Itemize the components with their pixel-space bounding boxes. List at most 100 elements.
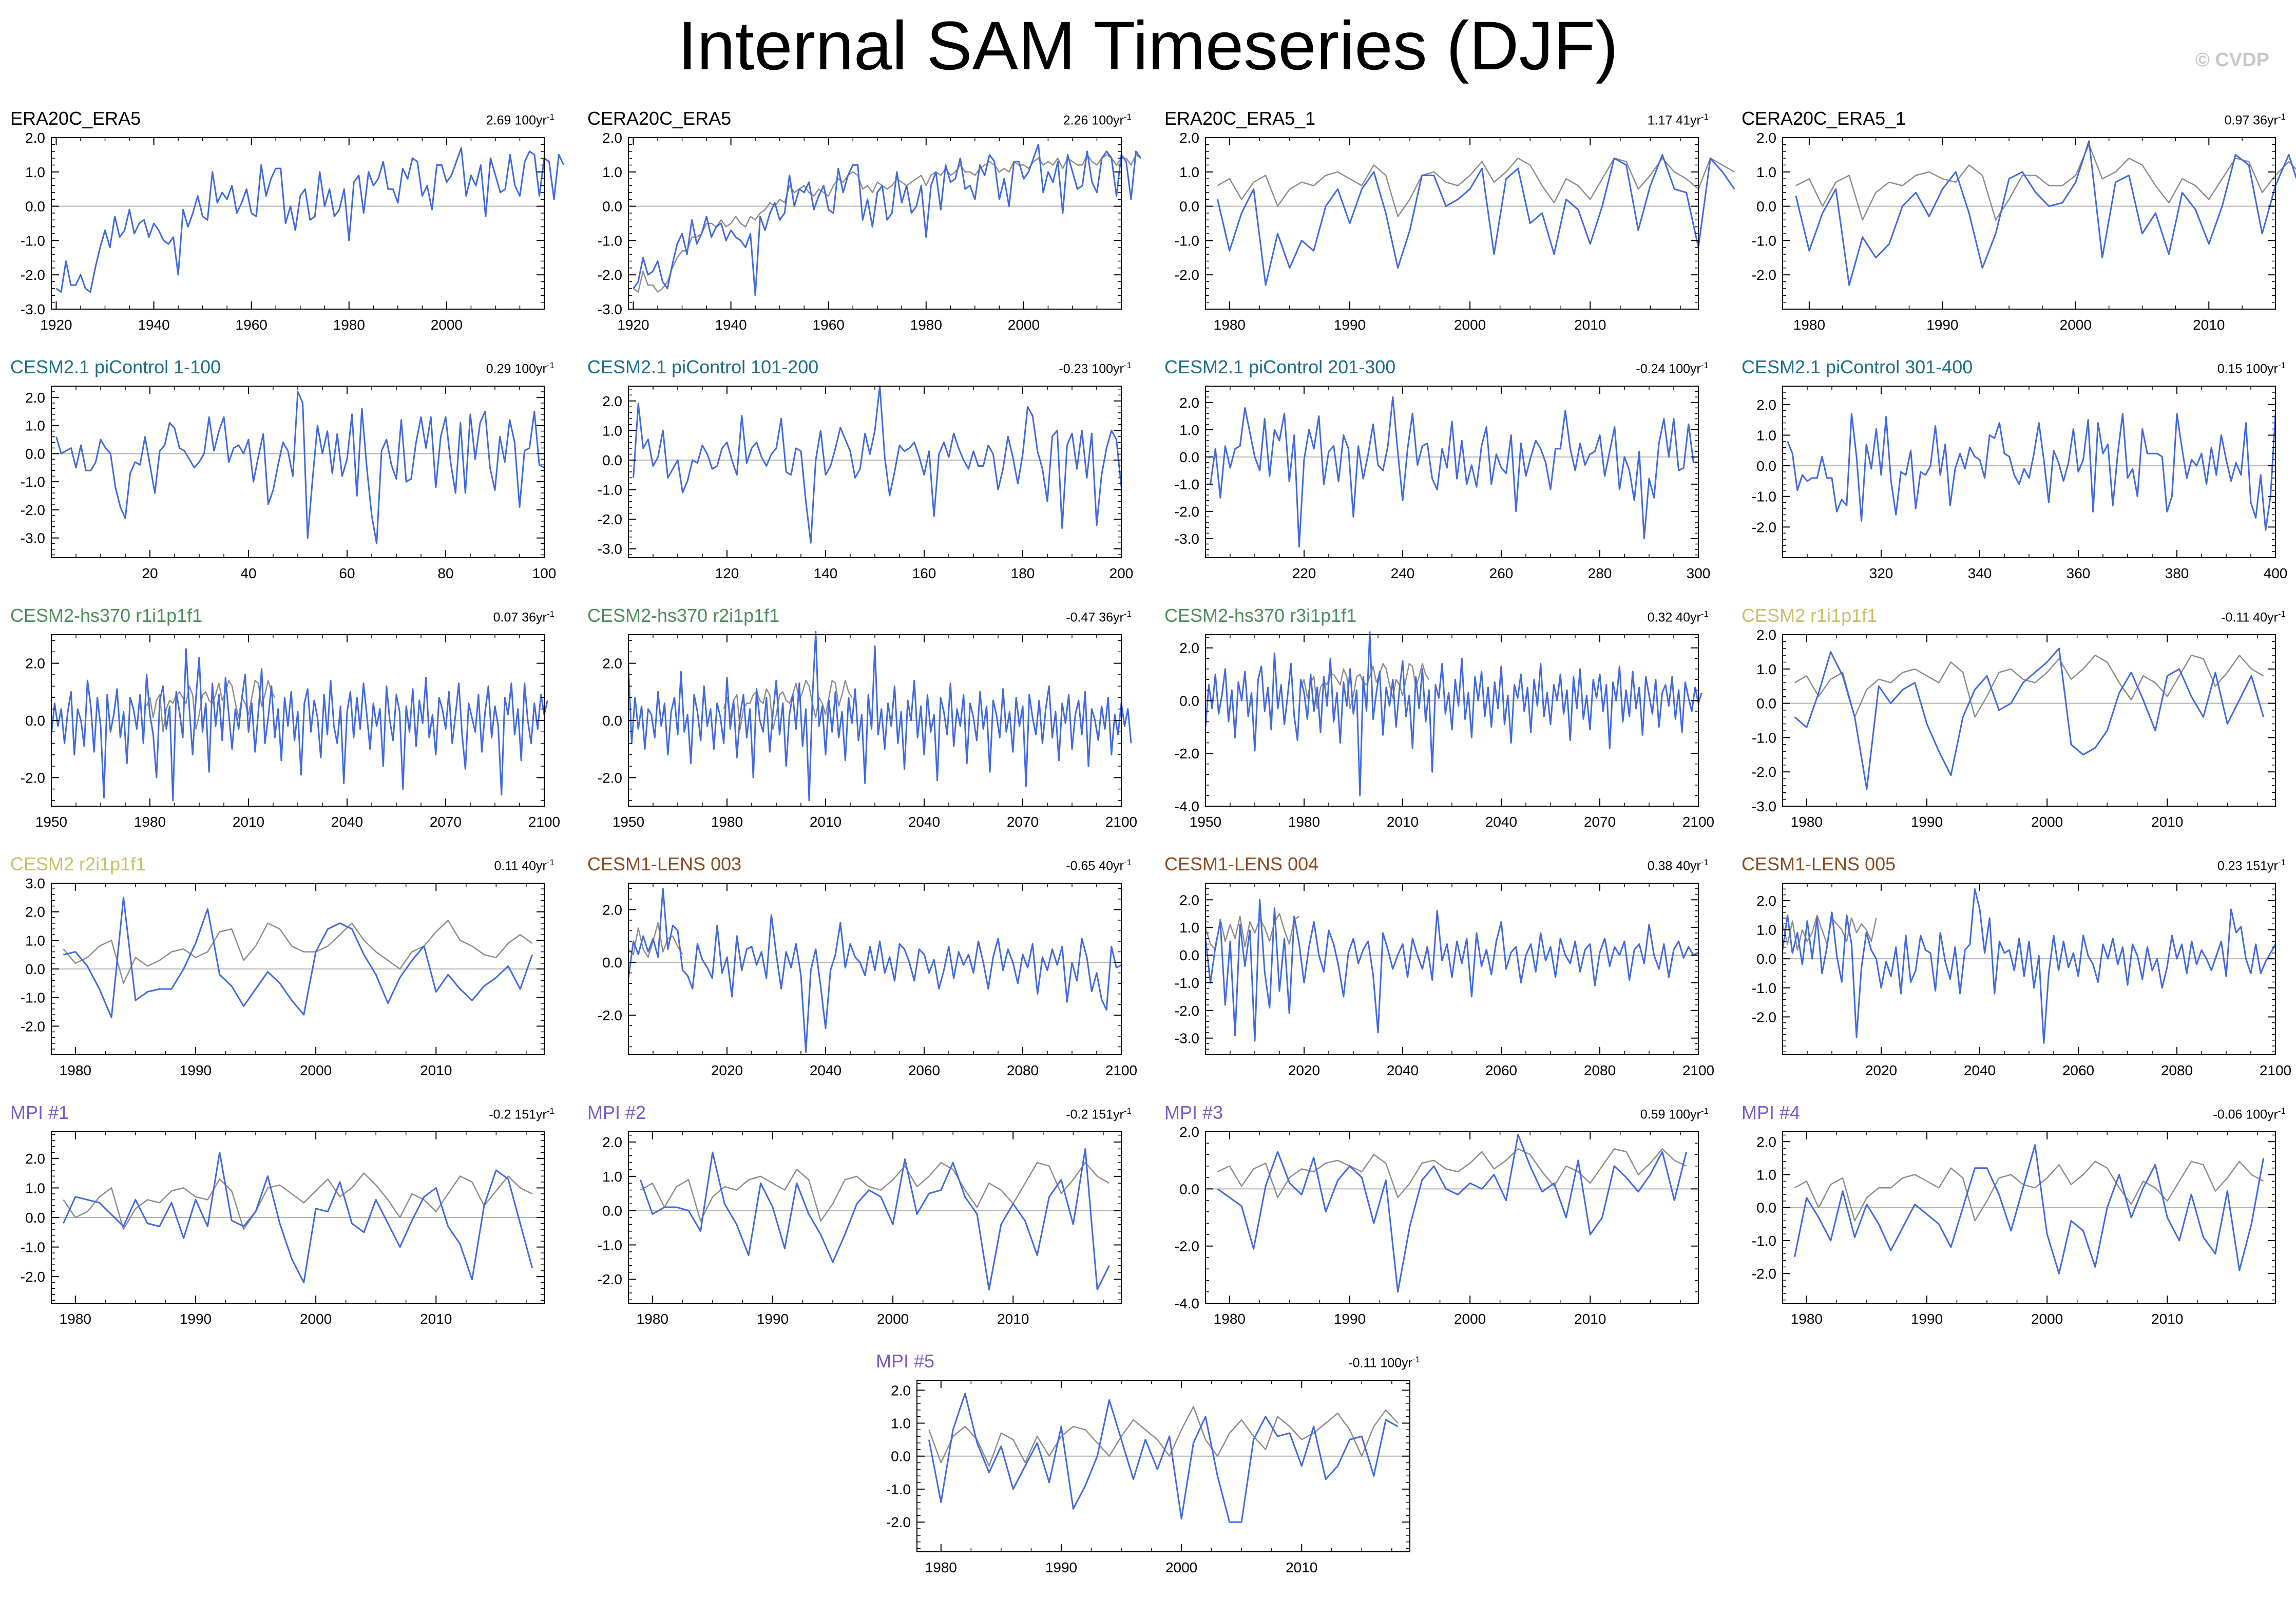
plot-frame <box>1782 386 2276 558</box>
reference-series-line <box>640 1162 1110 1222</box>
x-tick-label: 2000 <box>2031 1311 2063 1327</box>
y-tick-label: 2.0 <box>25 130 45 146</box>
panel-18: MPI #2 -0.2 151yr-1 -2.0 -1.0 0.0 1.0 2.0 198… <box>587 1102 1132 1343</box>
y-tick-label: -1.0 <box>1175 233 1199 249</box>
x-tick-label: 2100 <box>528 814 560 830</box>
panel-trend: -0.47 36yr-1 <box>1066 609 1132 625</box>
y-tick-label: 1.0 <box>602 1169 622 1185</box>
panel-title: CESM1-LENS 005 <box>1742 853 1896 874</box>
x-tick-label: 2040 <box>331 814 363 830</box>
x-tick-label: 380 <box>2165 565 2189 581</box>
y-tick-label: -3.0 <box>1752 798 1776 814</box>
sam-series-line <box>627 631 1132 802</box>
y-tick-label: 2.0 <box>1756 627 1776 643</box>
x-tick-label: 1980 <box>60 1311 91 1327</box>
x-tick-label: 1980 <box>333 317 365 333</box>
y-tick-label: -1.0 <box>598 233 622 249</box>
panel-trend: 2.69 100yr-1 <box>486 112 554 128</box>
plot-frame <box>1205 883 1699 1055</box>
y-tick-label: 2.0 <box>1756 893 1776 909</box>
sam-series-line <box>1210 396 1698 548</box>
panel-title: MPI #1 <box>10 1102 69 1123</box>
y-tick-label: -2.0 <box>598 1271 622 1287</box>
panel-trend: 0.07 36yr-1 <box>493 609 554 625</box>
y-tick-label: 2.0 <box>1756 1134 1776 1150</box>
x-tick-label: 2040 <box>1964 1062 1996 1078</box>
x-tick-label: 1980 <box>711 814 743 830</box>
y-tick-label: -1.0 <box>598 1237 622 1253</box>
sam-series-line <box>1217 1134 1688 1293</box>
x-tick-label: 2010 <box>1574 317 1606 333</box>
plot-frame <box>1205 137 1699 310</box>
x-tick-label: 2020 <box>1865 1062 1897 1078</box>
y-tick-label: -2.0 <box>1175 1239 1199 1254</box>
reference-series-line <box>1795 144 2296 221</box>
x-tick-label: 1940 <box>138 317 169 333</box>
x-tick-label: 2010 <box>997 1311 1029 1327</box>
panel-trend: -0.2 151yr-1 <box>1066 1106 1132 1122</box>
y-tick-label: 2.0 <box>1756 397 1776 413</box>
reference-series-line <box>1217 1148 1687 1199</box>
panel-4: CERA20C_ERA5_1 0.97 36yr-1 -2.0 -1.0 0.0 1.… <box>1742 108 2296 349</box>
y-tick-label: -4.0 <box>1175 1296 1199 1311</box>
y-tick-label: -2.0 <box>1175 1003 1199 1019</box>
panel-trend: -0.11 100yr-1 <box>1348 1355 1420 1371</box>
sam-series-line <box>639 1148 1110 1290</box>
panel-chart: -3.0 -2.0 -1.0 0.0 1.0 2.0 120 140 160 180 200 <box>598 385 1133 581</box>
sam-series-line <box>1216 154 1735 286</box>
panel-chart: -2.0 -1.0 0.0 1.0 2.0 1980 1990 2000 2010 <box>1752 130 2296 333</box>
y-tick-label: -2.0 <box>1175 746 1199 762</box>
y-tick-label: 0.0 <box>1179 449 1199 465</box>
y-tick-label: 1.0 <box>25 933 45 948</box>
panel-chart: -3.0 -2.0 -1.0 0.0 1.0 2.0 1920 1940 1960 1980 200… <box>21 130 565 333</box>
y-tick-label: -2.0 <box>1752 1266 1776 1282</box>
y-tick-label: -1.0 <box>1752 233 1776 249</box>
panel-chart: -2.0 0.0 2.0 2020 2040 2060 2080 2100 <box>598 883 1137 1078</box>
panel-trend: 0.15 100yr-1 <box>2217 360 2286 376</box>
x-tick-label: 1980 <box>60 1062 91 1078</box>
panel-chart: -2.0 -1.0 0.0 1.0 2.0 1980 1990 2000 2010 <box>1752 1131 2276 1327</box>
y-tick-label: 0.0 <box>602 955 622 971</box>
panel-trend: -0.23 100yr-1 <box>1059 360 1132 376</box>
panel-trend: -0.06 100yr-1 <box>2213 1106 2286 1122</box>
plot-frame <box>1205 386 1699 558</box>
panel-chart: -3.0 -2.0 -1.0 0.0 1.0 2.0 2020 2040 2060 2080 210… <box>1175 883 1714 1078</box>
panel-chart: -3.0 -2.0 -1.0 0.0 1.0 2.0 20 40 60 80 100 <box>21 386 556 581</box>
panel-trend: 0.11 40yr-1 <box>494 858 554 873</box>
x-tick-label: 2020 <box>1288 1062 1320 1078</box>
page-title: Internal SAM Timeseries (DJF) <box>678 8 1618 84</box>
x-tick-label: 1980 <box>637 1311 668 1327</box>
y-tick-label: -2.0 <box>21 1018 45 1034</box>
x-tick-label: 1990 <box>1911 1311 1943 1327</box>
panel-chart: -2.0 -1.0 0.0 1.0 2.0 1980 1990 2000 2010 <box>886 1380 1410 1575</box>
panel-title: CERA20C_ERA5_1 <box>1742 108 1906 129</box>
panel-title: CERA20C_ERA5 <box>587 108 732 129</box>
x-tick-label: 2000 <box>2060 317 2092 333</box>
x-tick-label: 2000 <box>1454 1311 1486 1327</box>
x-tick-label: 1990 <box>180 1062 212 1078</box>
panel-11: CESM2-hs370 r3i1p1f1 0.32 40yr-1 -4.0 -2.… <box>1164 605 1714 846</box>
plot-frame <box>628 386 1122 558</box>
y-tick-label: -3.0 <box>21 530 45 546</box>
y-tick-label: 2.0 <box>1756 130 1776 146</box>
y-tick-label: 3.0 <box>25 876 45 891</box>
panel-trend: -0.11 40yr-1 <box>2221 609 2286 625</box>
sam-series-line <box>633 385 1122 544</box>
y-tick-label: 0.0 <box>25 1210 45 1226</box>
sam-series-line <box>1782 888 2276 1044</box>
reference-series-line <box>633 154 1141 293</box>
x-tick-label: 1990 <box>1334 1311 1366 1327</box>
y-tick-label: -4.0 <box>1175 798 1199 814</box>
panel-21: MPI #5 -0.11 100yr-1 -2.0 -1.0 0.0 1.0 2.0 19… <box>876 1350 1420 1592</box>
x-tick-label: 2000 <box>300 1311 332 1327</box>
y-tick-label: 0.0 <box>1756 696 1776 712</box>
y-tick-label: 1.0 <box>1756 427 1776 443</box>
x-tick-label: 1980 <box>925 1559 957 1575</box>
y-tick-label: 2.0 <box>25 656 45 672</box>
x-tick-label: 1980 <box>1288 814 1320 830</box>
y-tick-label: 2.0 <box>602 902 622 918</box>
y-tick-label: 1.0 <box>1756 164 1776 180</box>
x-tick-label: 2060 <box>908 1062 940 1078</box>
panel-title: CESM2.1 piControl 201-300 <box>1164 356 1396 377</box>
y-tick-label: -3.0 <box>598 541 622 557</box>
